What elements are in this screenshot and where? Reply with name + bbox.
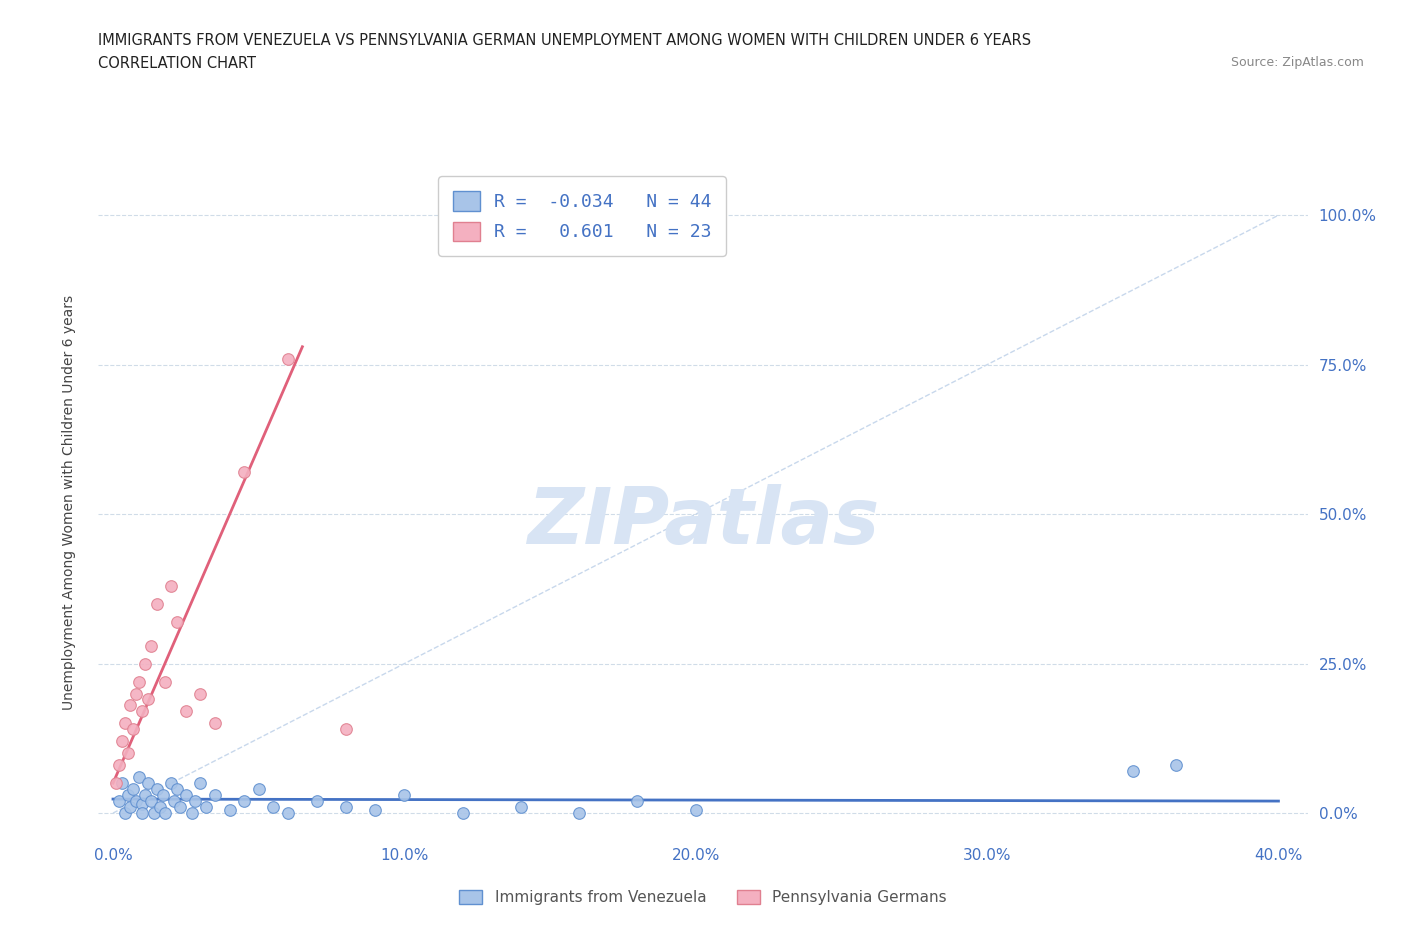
Point xyxy=(183,793,205,808)
Point xyxy=(136,776,159,790)
Point xyxy=(122,722,145,737)
Point xyxy=(120,698,142,713)
Point xyxy=(155,805,177,820)
Point xyxy=(149,800,172,815)
Point xyxy=(117,788,139,803)
Y-axis label: Unemployment Among Women with Children Under 6 years: Unemployment Among Women with Children U… xyxy=(62,295,76,710)
Point xyxy=(335,722,357,737)
Point xyxy=(190,686,212,701)
Point xyxy=(142,805,165,820)
Point xyxy=(160,578,183,593)
Point xyxy=(166,615,188,630)
Point xyxy=(190,776,212,790)
Point xyxy=(108,793,131,808)
Point xyxy=(1166,758,1188,773)
Point xyxy=(233,465,256,480)
Point xyxy=(174,788,197,803)
Text: IMMIGRANTS FROM VENEZUELA VS PENNSYLVANIA GERMAN UNEMPLOYMENT AMONG WOMEN WITH C: IMMIGRANTS FROM VENEZUELA VS PENNSYLVANI… xyxy=(98,33,1032,47)
Point xyxy=(277,805,299,820)
Point xyxy=(131,797,153,812)
Point xyxy=(136,692,159,707)
Point xyxy=(117,746,139,761)
Point xyxy=(114,805,136,820)
Point xyxy=(122,782,145,797)
Point xyxy=(114,716,136,731)
Point xyxy=(131,704,153,719)
Point xyxy=(685,803,707,817)
Point xyxy=(335,800,357,815)
Point xyxy=(262,800,284,815)
Point xyxy=(152,788,174,803)
Point xyxy=(131,805,153,820)
Point xyxy=(247,782,270,797)
Legend: R =  -0.034   N = 44, R =   0.601   N = 23: R = -0.034 N = 44, R = 0.601 N = 23 xyxy=(439,177,725,256)
Point xyxy=(204,788,226,803)
Point xyxy=(305,793,328,808)
Point xyxy=(155,674,177,689)
Point xyxy=(451,805,474,820)
Point xyxy=(204,716,226,731)
Point xyxy=(568,805,591,820)
Point xyxy=(125,793,148,808)
Point xyxy=(139,793,162,808)
Text: Source: ZipAtlas.com: Source: ZipAtlas.com xyxy=(1230,56,1364,69)
Point xyxy=(394,788,416,803)
Point xyxy=(160,776,183,790)
Point xyxy=(128,770,150,785)
Point xyxy=(134,788,156,803)
Legend: Immigrants from Venezuela, Pennsylvania Germans: Immigrants from Venezuela, Pennsylvania … xyxy=(451,883,955,913)
Point xyxy=(108,758,131,773)
Point xyxy=(111,734,134,749)
Point xyxy=(277,352,299,366)
Point xyxy=(509,800,531,815)
Point xyxy=(145,596,167,611)
Point xyxy=(218,803,240,817)
Point xyxy=(139,638,162,653)
Point xyxy=(364,803,387,817)
Point xyxy=(233,793,256,808)
Point xyxy=(104,776,127,790)
Point xyxy=(163,793,186,808)
Point xyxy=(169,800,191,815)
Text: CORRELATION CHART: CORRELATION CHART xyxy=(98,56,256,71)
Point xyxy=(1122,764,1144,778)
Point xyxy=(180,805,202,820)
Point xyxy=(145,782,167,797)
Point xyxy=(120,800,142,815)
Point xyxy=(125,686,148,701)
Point xyxy=(134,657,156,671)
Point xyxy=(174,704,197,719)
Point xyxy=(128,674,150,689)
Point xyxy=(626,793,648,808)
Point xyxy=(166,782,188,797)
Text: ZIPatlas: ZIPatlas xyxy=(527,485,879,560)
Point xyxy=(111,776,134,790)
Point xyxy=(195,800,218,815)
